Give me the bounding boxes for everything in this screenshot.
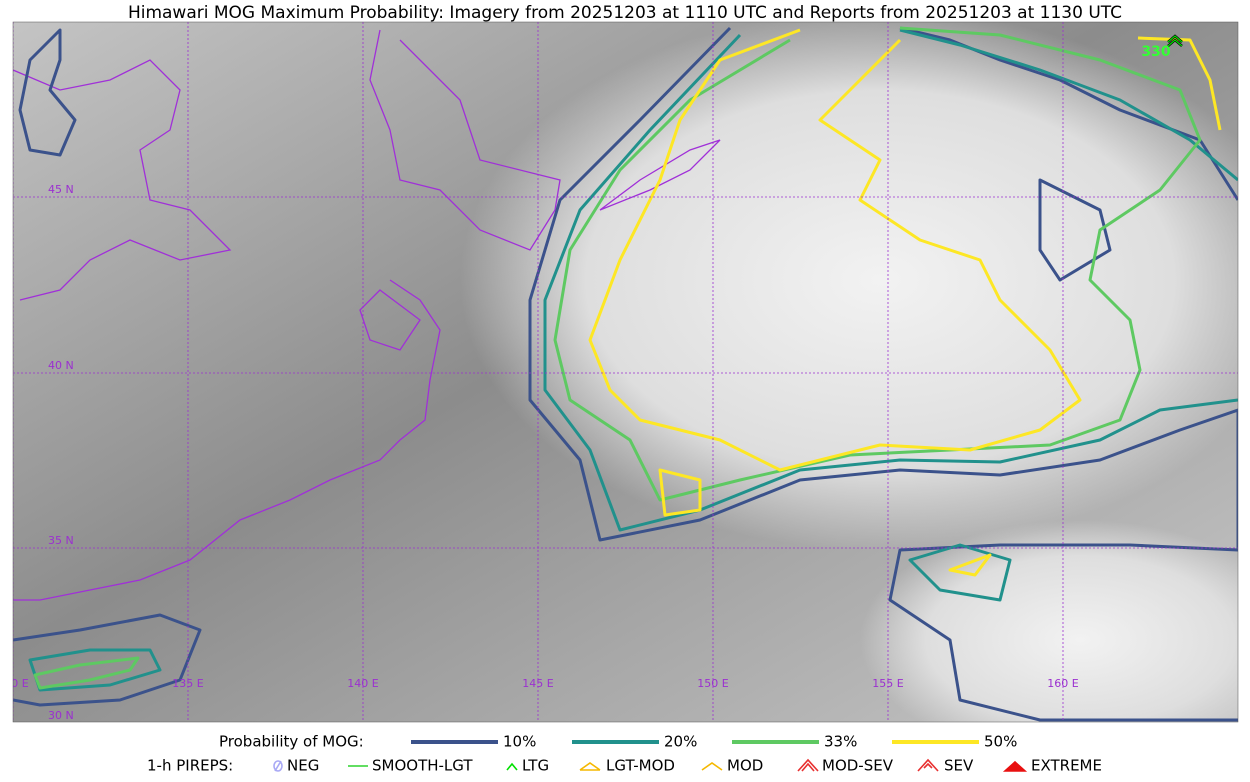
pirep-icon [1167,35,1183,47]
legend-label: LGT-MOD [606,757,675,775]
cloud-field [460,22,1238,550]
lon-label: 130 E [0,677,29,690]
legend: Probability of MOG: 10% 20% 33% 50% 1-h PIREP… [147,733,1102,775]
map: 330 45 N 40 N 35 N 30 N 130 E 135 E 140 E 145 E… [0,22,1238,722]
contour-20 [543,28,1238,532]
mog-contours [13,26,1238,722]
lat-label: 45 N [48,183,74,196]
lon-label: 140 E [347,677,378,690]
legend-label: 50% [984,733,1017,751]
coastline [599,139,721,211]
contour-20 [28,648,162,692]
pirep-icon [1002,760,1028,772]
coastline [369,29,561,251]
coastline [13,279,441,601]
legend-title: Probability of MOG: [219,733,364,751]
legend-label: 33% [824,733,857,751]
pirep-icon [917,758,939,772]
lon-label: 145 E [522,677,553,690]
title: Himawari MOG Maximum Probability: Imager… [128,3,1122,23]
legend-label: MOD-SEV [822,757,894,775]
lon-label: 135 E [172,677,203,690]
legend-label: EXTREME [1031,757,1102,775]
lat-lon-grid: 45 N 40 N 35 N 30 N 130 E 135 E 140 E 145 E 150 … [0,22,1238,722]
legend-label: MOD [727,757,763,775]
map-frame [12,21,1239,723]
legend-label: LTG [522,757,549,775]
pirep-icon [273,760,283,772]
pirep-marker: 330 [1141,34,1183,60]
legend-label: 20% [664,733,697,751]
contour-20 [908,543,1012,602]
lat-label: 35 N [48,534,74,547]
legend-label: NEG [287,757,319,775]
contour-50 [658,36,1222,577]
contour-10 [13,613,202,707]
lon-label: 150 E [697,677,728,690]
pirep-icon [797,758,819,772]
legend-label: SEV [944,757,974,775]
coastline [13,59,232,301]
contour-50 [588,28,1082,472]
contour-33 [553,26,1202,502]
contour-10 [18,28,77,157]
lat-label: 40 N [48,359,74,372]
lon-label: 155 E [872,677,903,690]
legend-label: 10% [503,733,536,751]
contour-33 [33,656,140,690]
legend-title: 1-h PIREPS: [147,757,233,775]
lat-label: 30 N [48,709,74,722]
pirep-icon [701,762,723,771]
legend-label: SMOOTH-LGT [372,757,473,775]
pirep-icon [506,762,518,771]
lon-label: 160 E [1047,677,1078,690]
contour-10 [1038,178,1112,282]
pirep-icon [579,762,601,771]
pirep-label: 330 [1141,44,1170,60]
